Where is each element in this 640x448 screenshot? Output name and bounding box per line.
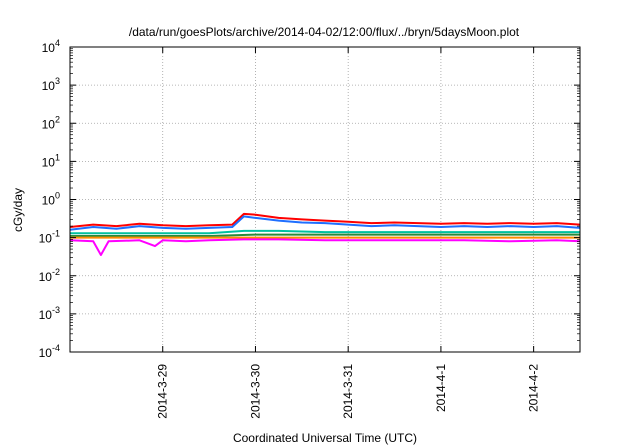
y-axis-label: cGy/day	[11, 188, 25, 232]
series-line-2	[69, 215, 581, 231]
x-axis-label: Coordinated Universal Time (UTC)	[233, 431, 417, 445]
x-tick-label: 2014-4-1	[434, 364, 448, 412]
y-tick-label: 10-1	[39, 229, 60, 246]
y-tick-label: 10-3	[39, 305, 60, 322]
x-tick-label: 2014-3-29	[156, 364, 170, 419]
x-tick-label: 2014-4-2	[527, 364, 541, 412]
y-tick-label: 100	[42, 191, 60, 208]
y-tick-label: 101	[42, 152, 60, 169]
y-tick-label: 10-2	[39, 267, 60, 284]
y-tick-label: 103	[42, 76, 60, 93]
series-line-1	[69, 212, 581, 228]
x-tick-label: 2014-3-31	[341, 364, 355, 419]
series-line-4	[70, 233, 580, 237]
series-group	[69, 212, 581, 256]
x-tick-labels: 2014-3-29 2014-3-30 2014-3-31 2014-4-1 2014-…	[156, 364, 541, 419]
y-tick-label: 102	[42, 114, 60, 131]
y-tick-labels: 10-4 10-3 10-2 10-1 100 101 102 103 104	[39, 38, 60, 360]
ticks	[70, 46, 580, 353]
series-line-3	[70, 229, 580, 235]
x-tick-label: 2014-3-30	[248, 364, 262, 419]
y-tick-label: 10-4	[39, 343, 60, 360]
y-tick-label: 104	[42, 38, 60, 55]
series-line-6	[69, 238, 581, 256]
chart-title: /data/run/goesPlots/archive/2014-04-02/1…	[129, 25, 520, 39]
grid	[70, 47, 580, 352]
